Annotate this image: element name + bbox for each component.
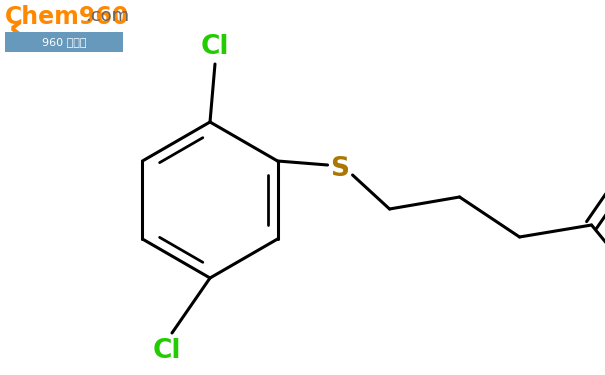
Text: Cl: Cl — [152, 338, 182, 364]
Text: Chem960: Chem960 — [5, 5, 129, 29]
Text: ‹: ‹ — [8, 8, 25, 50]
Text: Cl: Cl — [201, 34, 229, 60]
Text: S: S — [330, 156, 349, 182]
Text: 960 化工网: 960 化工网 — [42, 37, 87, 47]
Text: .com: .com — [85, 7, 129, 25]
FancyBboxPatch shape — [5, 32, 123, 52]
